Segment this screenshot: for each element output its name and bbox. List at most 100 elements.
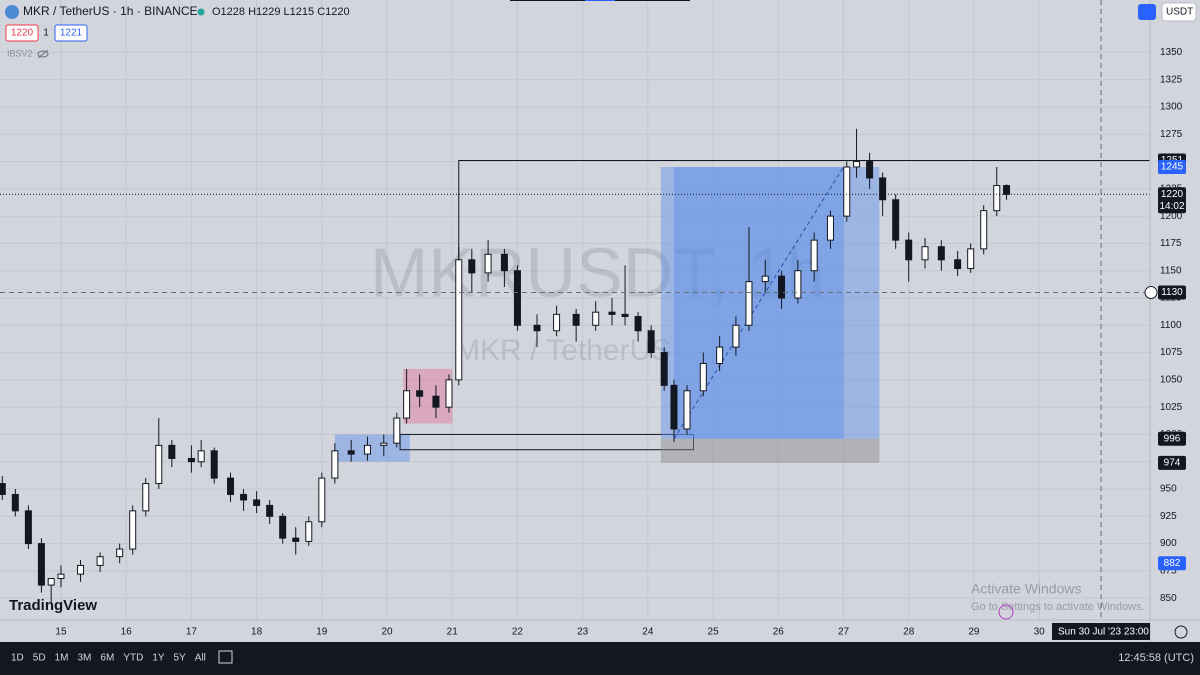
sell-price[interactable]: 1220: [11, 28, 34, 39]
range-button[interactable]: 1D: [11, 653, 24, 664]
x-tick-label: 16: [121, 627, 133, 638]
candle-body: [240, 493, 248, 501]
x-tick-label: 30: [1034, 627, 1046, 638]
candle-body: [699, 362, 707, 392]
candle-body: [745, 281, 753, 326]
range-button[interactable]: 1Y: [152, 653, 165, 664]
candle-body: [47, 578, 55, 586]
x-tick-label: 26: [773, 627, 785, 638]
candle-body: [778, 275, 786, 299]
symbol-icon: [5, 5, 19, 19]
candle-body: [670, 384, 678, 430]
currency-button[interactable]: [1161, 2, 1197, 22]
y-tick-label: 1325: [1160, 74, 1183, 85]
candle-body: [187, 457, 195, 463]
candle-body: [513, 270, 521, 326]
candle-body: [980, 210, 988, 250]
add-alert-icon[interactable]: [1144, 286, 1158, 300]
x-tick-label: 25: [708, 627, 720, 638]
symbol-title[interactable]: MKR / TetherUS · 1h · BINANCE: [23, 4, 198, 18]
candle-body: [634, 316, 642, 332]
buy-price[interactable]: 1221: [60, 28, 83, 39]
ohlc: O1228 H1229 L1215 C1220: [212, 6, 350, 18]
candle-body: [993, 185, 1001, 212]
y-tick-label: 900: [1160, 538, 1177, 549]
candle-body: [455, 259, 463, 381]
range-button[interactable]: 5Y: [174, 653, 187, 664]
x-tick-label: 18: [251, 627, 263, 638]
range-button[interactable]: 3M: [78, 653, 92, 664]
sell-button[interactable]: [5, 24, 39, 42]
price-tag: [1158, 431, 1186, 446]
clock[interactable]: 12:45:58 (UTC): [1118, 652, 1194, 664]
y-tick-label: 1275: [1160, 129, 1183, 140]
x-tick-label: 24: [642, 627, 654, 638]
x-tick-label: 23: [577, 627, 589, 638]
countdown: 14:02: [1159, 201, 1184, 212]
crosshair-date: Sun 30 Jul '23 23:00: [1058, 627, 1149, 638]
candle-body: [279, 515, 287, 539]
candle-body: [11, 493, 19, 512]
candle-body: [331, 450, 339, 479]
drawing-box: [660, 167, 880, 439]
activate-body: Go to Settings to activate Windows.: [971, 601, 1145, 613]
y-tick-label: 1350: [1160, 47, 1183, 58]
candle-body: [500, 253, 508, 272]
candle-body: [129, 510, 137, 550]
date-range-icon[interactable]: [218, 650, 233, 664]
price-tag-label: 1220: [1161, 189, 1184, 200]
range-button[interactable]: 6M: [100, 653, 114, 664]
candle-body: [592, 311, 600, 326]
candle-body: [210, 450, 218, 479]
range-button[interactable]: All: [195, 653, 206, 664]
candle-body: [305, 521, 313, 542]
candle-body: [905, 239, 913, 261]
candle-body: [732, 324, 740, 348]
candle-body: [292, 537, 300, 542]
buy-button[interactable]: [54, 24, 88, 42]
x-tick-label: 17: [186, 627, 198, 638]
candle-body: [318, 477, 326, 523]
candle-body: [393, 417, 401, 444]
status-dot: [197, 8, 205, 16]
candle-body: [37, 543, 45, 586]
crosshair-date-bg: [1052, 623, 1150, 640]
drawing-box: [660, 438, 880, 463]
range-button[interactable]: YTD: [123, 653, 143, 664]
candle-body: [553, 313, 561, 332]
y-tick-label: 1025: [1160, 402, 1183, 413]
price-tag: [1158, 187, 1186, 214]
range-button[interactable]: 5D: [33, 653, 46, 664]
x-tick-label: 19: [316, 627, 328, 638]
sync-button[interactable]: [1138, 4, 1156, 20]
x-tick-label: 27: [838, 627, 850, 638]
range-button[interactable]: 1M: [55, 653, 69, 664]
hide-icon[interactable]: [37, 49, 49, 59]
candle-body: [921, 246, 929, 261]
candle-body: [445, 379, 453, 408]
candle-body: [363, 444, 371, 455]
currency[interactable]: USDT: [1166, 7, 1193, 18]
candle-body: [608, 311, 616, 315]
candle-body: [879, 177, 887, 201]
candle-body: [197, 450, 205, 463]
indicator-name[interactable]: IBSV2: [7, 48, 33, 58]
y-tick-label: 950: [1160, 484, 1177, 495]
price-tag-label: 974: [1164, 457, 1181, 468]
bolt-icon[interactable]: [998, 604, 1014, 620]
candle-body: [432, 395, 440, 408]
y-tick-label: 1050: [1160, 374, 1183, 385]
y-tick-label: 925: [1160, 511, 1177, 522]
candle-body: [967, 248, 975, 270]
candle-body: [716, 346, 724, 364]
candle-body: [647, 330, 655, 354]
candle-body: [155, 444, 163, 485]
settings-icon[interactable]: [1174, 625, 1188, 639]
price-tag: [1158, 455, 1186, 470]
price-tag-label: 996: [1164, 433, 1181, 444]
candle-body: [484, 253, 492, 274]
candle-body: [227, 477, 235, 495]
candle-body: [954, 259, 962, 270]
watermark-sub: MKR / TetherUS: [455, 334, 671, 367]
